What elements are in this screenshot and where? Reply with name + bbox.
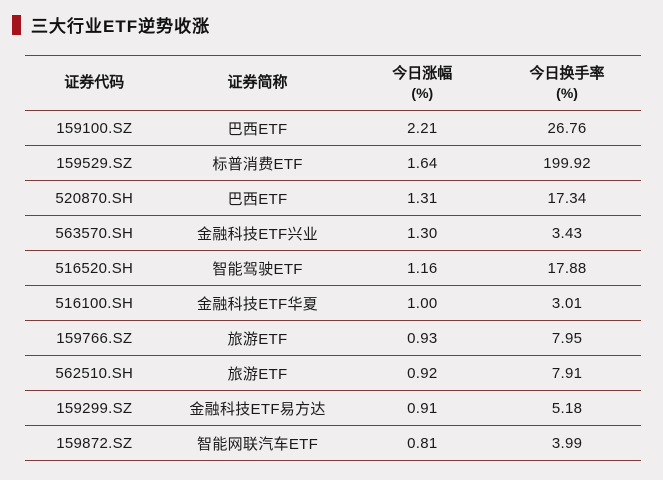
col-header-name-label: 证券简称: [227, 74, 288, 92]
col-header-code: 证券代码: [25, 73, 164, 93]
table-header-row: 证券代码 证券简称 今日涨幅 (%) 今日换手率 (%): [25, 56, 641, 111]
col-header-turnover-unit: (%): [556, 84, 578, 101]
today-change: 0.93: [407, 329, 438, 347]
security-name: 巴西ETF: [227, 190, 288, 208]
turnover-rate: 17.34: [547, 189, 587, 207]
table-row: 159766.SZ 旅游ETF 0.93 7.95: [25, 321, 641, 356]
table-row: 516100.SH 金融科技ETF华夏 1.00 3.01: [25, 286, 641, 321]
today-change: 0.91: [407, 399, 438, 417]
today-change: 2.21: [407, 119, 438, 137]
turnover-rate: 3.01: [551, 294, 583, 312]
today-change: 0.81: [407, 434, 438, 452]
today-change: 1.00: [407, 294, 438, 312]
security-name: 金融科技ETF兴业: [197, 225, 319, 243]
security-code: 159529.SZ: [56, 154, 133, 172]
page-title: 三大行业ETF逆势收涨: [31, 17, 211, 36]
turnover-rate: 7.91: [551, 364, 583, 382]
turnover-rate: 199.92: [543, 154, 591, 172]
security-name: 标普消费ETF: [212, 155, 303, 173]
security-name: 旅游ETF: [227, 365, 288, 383]
security-code: 520870.SH: [55, 189, 134, 207]
turnover-rate: 5.18: [551, 399, 583, 417]
security-name: 智能网联汽车ETF: [197, 435, 319, 453]
etf-table: 证券代码 证券简称 今日涨幅 (%) 今日换手率 (%) 159100.SZ 巴…: [25, 55, 641, 461]
table-row: 159872.SZ 智能网联汽车ETF 0.81 3.99: [25, 426, 641, 461]
security-code: 159299.SZ: [56, 399, 133, 417]
turnover-rate: 26.76: [547, 119, 587, 137]
security-name: 旅游ETF: [227, 330, 288, 348]
table-row: 159529.SZ 标普消费ETF 1.64 199.92: [25, 146, 641, 181]
today-change: 1.31: [407, 189, 438, 207]
turnover-rate: 3.43: [551, 224, 583, 242]
security-code: 516520.SH: [55, 259, 134, 277]
security-code: 159766.SZ: [56, 329, 133, 347]
col-header-change: 今日涨幅 (%): [351, 64, 493, 102]
col-header-turnover: 今日换手率 (%): [493, 64, 641, 102]
today-change: 1.30: [407, 224, 438, 242]
col-header-code-label: 证券代码: [64, 74, 125, 92]
security-code: 159872.SZ: [56, 434, 133, 452]
turnover-rate: 17.88: [547, 259, 587, 277]
security-name: 金融科技ETF华夏: [197, 295, 319, 313]
col-header-turnover-label: 今日换手率: [529, 65, 605, 83]
table-row: 159299.SZ 金融科技ETF易方达 0.91 5.18: [25, 391, 641, 426]
title-marker-icon: [12, 14, 21, 35]
security-name: 巴西ETF: [227, 120, 288, 138]
table-row: 159100.SZ 巴西ETF 2.21 26.76: [25, 111, 641, 146]
col-header-change-label: 今日涨幅: [392, 65, 453, 83]
security-name: 金融科技ETF易方达: [189, 400, 326, 418]
table-row: 563570.SH 金融科技ETF兴业 1.30 3.43: [25, 216, 641, 251]
security-code: 516100.SH: [55, 294, 134, 312]
page-header: 三大行业ETF逆势收涨: [0, 0, 663, 37]
today-change: 0.92: [407, 364, 438, 382]
table-row: 520870.SH 巴西ETF 1.31 17.34: [25, 181, 641, 216]
turnover-rate: 3.99: [551, 434, 583, 452]
col-header-change-unit: (%): [411, 84, 434, 101]
security-name: 智能驾驶ETF: [212, 260, 303, 278]
security-code: 563570.SH: [55, 224, 134, 242]
table-row: 516520.SH 智能驾驶ETF 1.16 17.88: [25, 251, 641, 286]
turnover-rate: 7.95: [551, 329, 583, 347]
table-row: 562510.SH 旅游ETF 0.92 7.91: [25, 356, 641, 391]
today-change: 1.64: [407, 154, 438, 172]
security-code: 159100.SZ: [56, 119, 133, 137]
today-change: 1.16: [407, 259, 438, 277]
security-code: 562510.SH: [55, 364, 134, 382]
col-header-name: 证券简称: [164, 73, 352, 93]
